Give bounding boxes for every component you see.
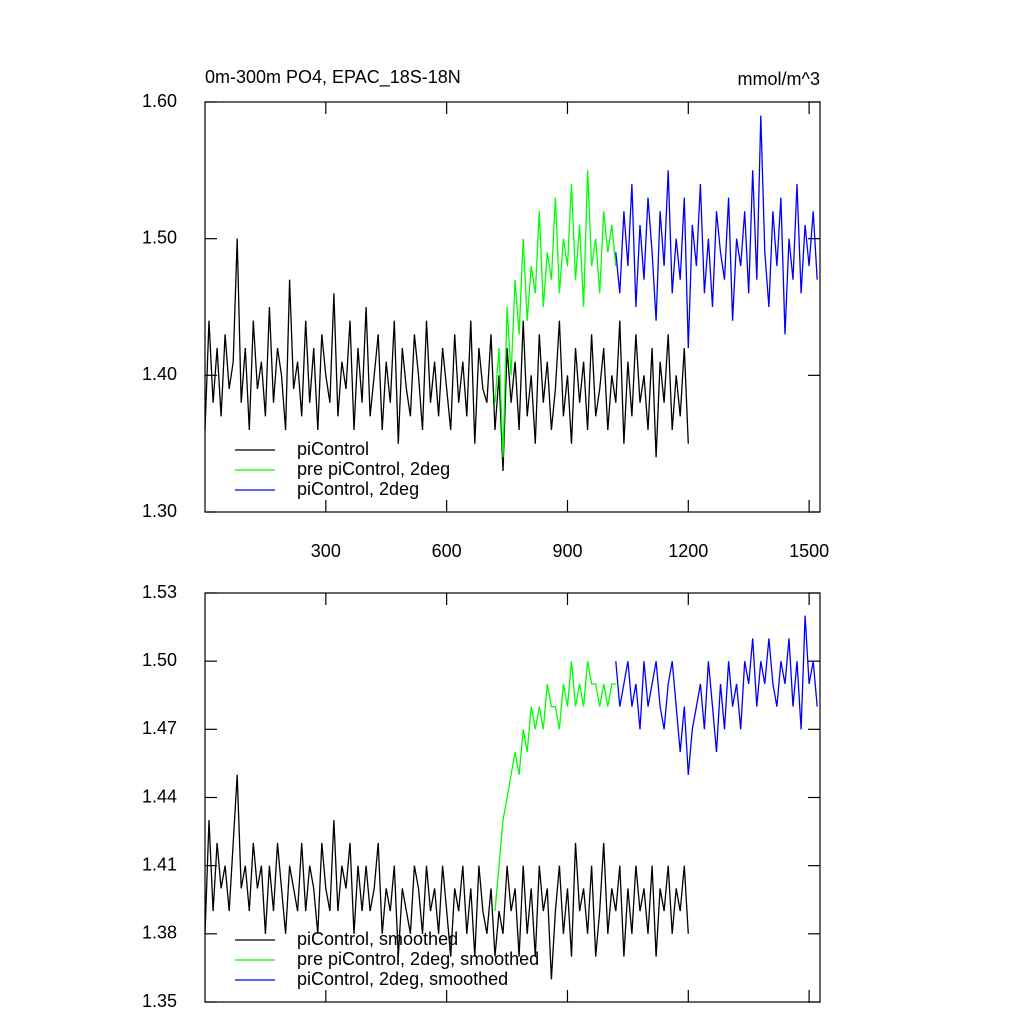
y-tick-label: 1.40: [142, 364, 177, 384]
x-tick-label: 1200: [668, 541, 708, 561]
legend-label: piControl, 2deg: [297, 479, 419, 499]
legend-label: piControl, 2deg, smoothed: [297, 969, 508, 989]
legend-label: pre piControl, 2deg, smoothed: [297, 949, 539, 969]
y-tick-label: 1.41: [142, 854, 177, 874]
y-tick-label: 1.50: [142, 227, 177, 247]
units-label: mmol/m^3: [738, 69, 820, 89]
series-line: [494, 170, 617, 458]
y-tick-label: 1.47: [142, 718, 177, 738]
series-line: [615, 115, 818, 349]
y-tick-label: 1.44: [142, 786, 177, 806]
y-tick-label: 1.50: [142, 650, 177, 670]
plot-frame: [204, 101, 821, 513]
chart-title: 0m-300m PO4, EPAC_18S-18N: [205, 67, 461, 88]
series-line: [615, 615, 818, 775]
series-line: [494, 661, 616, 912]
legend-label: piControl: [297, 439, 369, 459]
y-tick-label: 1.53: [142, 582, 177, 602]
x-tick-label: 1500: [789, 541, 829, 561]
x-tick-label: 300: [311, 541, 341, 561]
x-tick-label: 900: [552, 541, 582, 561]
legend-label: piControl, smoothed: [297, 929, 458, 949]
y-tick-label: 1.38: [142, 923, 177, 943]
series-line: [204, 238, 689, 472]
legend-label: pre piControl, 2deg: [297, 459, 450, 479]
y-tick-label: 1.60: [142, 91, 177, 111]
series-line: [204, 774, 689, 980]
y-tick-label: 1.35: [142, 991, 177, 1011]
x-tick-label: 600: [432, 541, 462, 561]
y-tick-label: 1.30: [142, 501, 177, 521]
